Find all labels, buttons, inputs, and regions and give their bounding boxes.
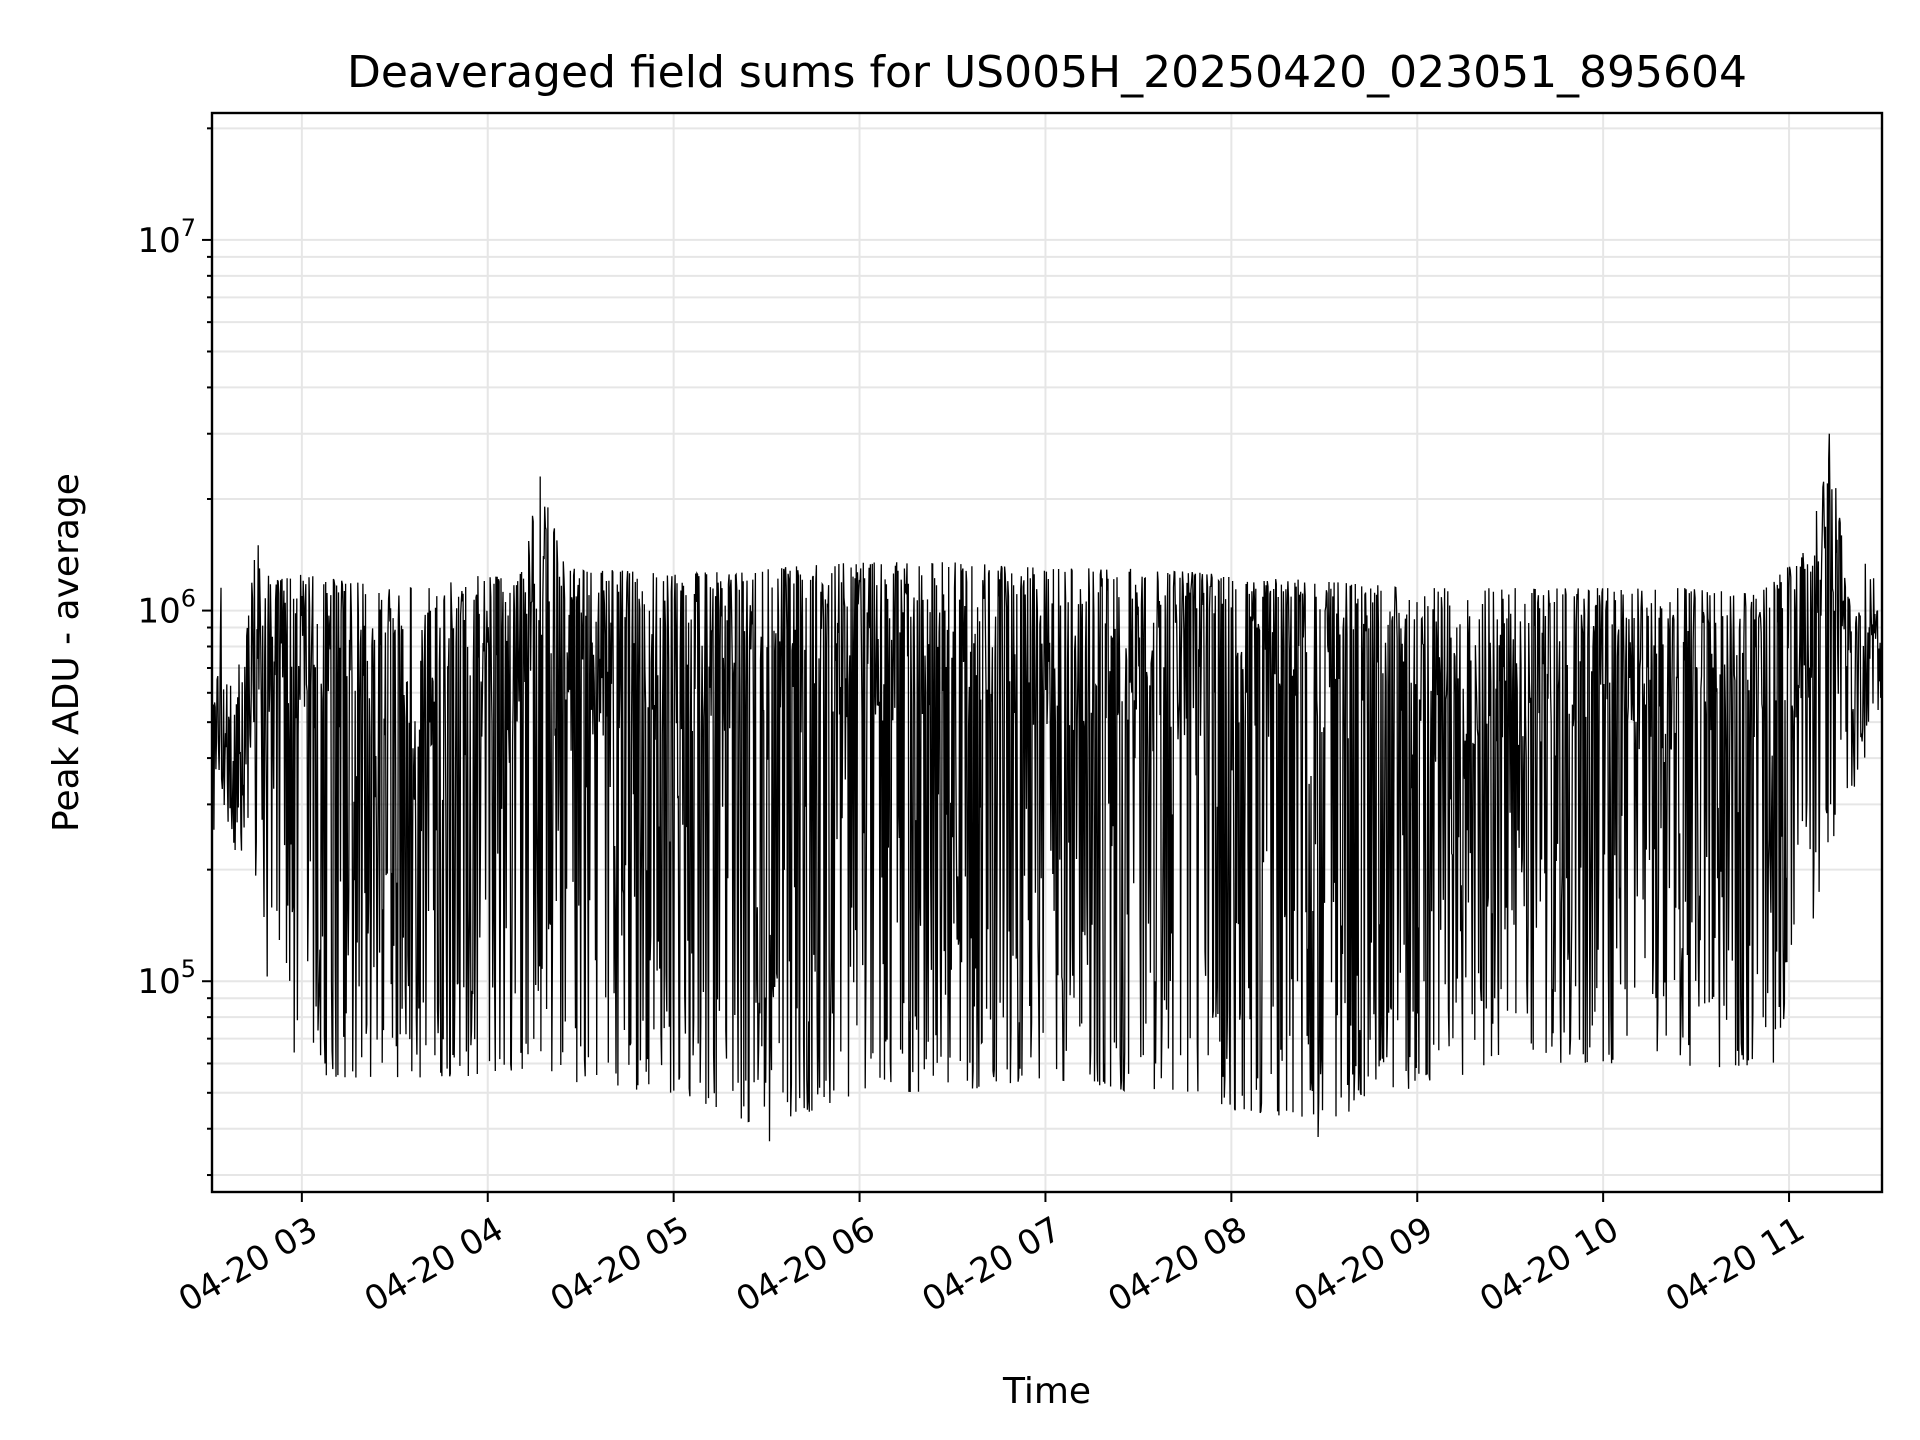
series-line	[212, 433, 1882, 1142]
x-axis-label: Time	[1002, 1371, 1091, 1412]
plot-frame	[210, 111, 1884, 1194]
y-tick-label: 107	[137, 214, 196, 261]
y-tick-label: 106	[137, 585, 196, 632]
plot-area	[212, 433, 1882, 1142]
y-axis-label: Peak ADU - average	[46, 473, 87, 832]
y-tick-label: 105	[137, 955, 196, 1002]
chart-title: Deaveraged field sums for US005H_2025042…	[347, 47, 1747, 98]
y-axis: 105 106 107	[137, 127, 212, 1177]
